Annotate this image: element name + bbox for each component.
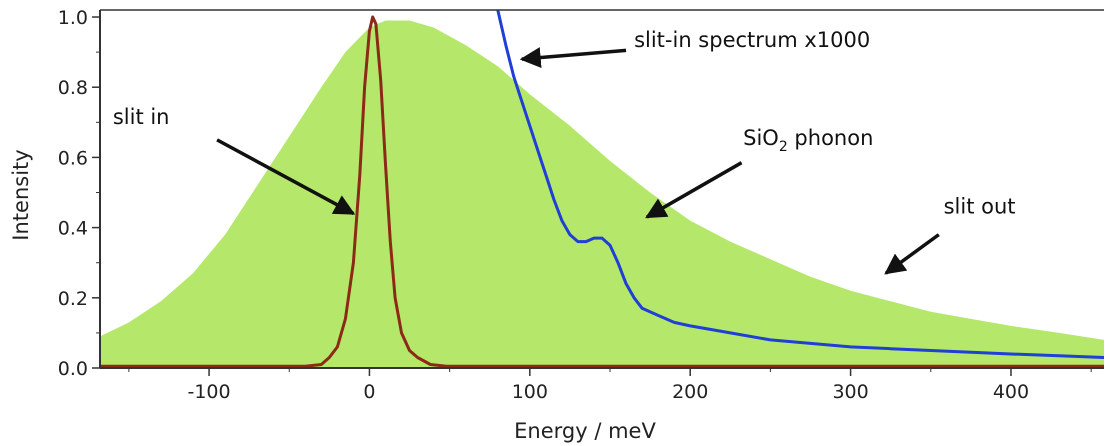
x-tick-label: 200 [672,381,708,403]
x-tick-label: 0 [363,381,375,403]
series-line-1 [496,10,1104,359]
x-tick-label: 400 [993,381,1029,403]
x-tick-label: 100 [512,381,548,403]
annotation-arrow-slit-out [884,233,940,275]
annotation-arrow-spectrum [519,47,627,69]
x-axis-title: Energy / meV [514,419,656,443]
annotation-label-sio2: SiO2 phonon [743,126,873,155]
annotation-label-slit-in: slit in [113,105,170,129]
y-tick-label: 0.0 [58,358,88,380]
axes: -100 0 100 200 300 400 0.0 0.2 0.4 0.6 0.8 1.0 [58,7,1104,403]
y-tick-label: 0.8 [58,77,88,99]
y-tick-label: 0.2 [58,288,88,310]
annotation-label-slit-out: slit out [944,195,1016,219]
y-tick-label: 0.4 [58,218,88,240]
annotation-label-spectrum: slit-in spectrum x1000 [634,28,870,52]
annotation-arrow-slit-in [216,138,356,216]
x-tick-label: -100 [187,381,230,403]
annotation-arrow-sio2 [645,161,743,219]
annotations: slit in slit-in spectrum x1000 SiO2 phonon… [113,28,1016,275]
x-tick-label: 300 [832,381,868,403]
y-tick-label: 1.0 [58,7,88,29]
y-axis-title: Intensity [9,149,33,240]
series-line-2 [100,15,1104,368]
y-tick-label: 0.6 [58,147,88,169]
plot-area [100,10,1104,368]
